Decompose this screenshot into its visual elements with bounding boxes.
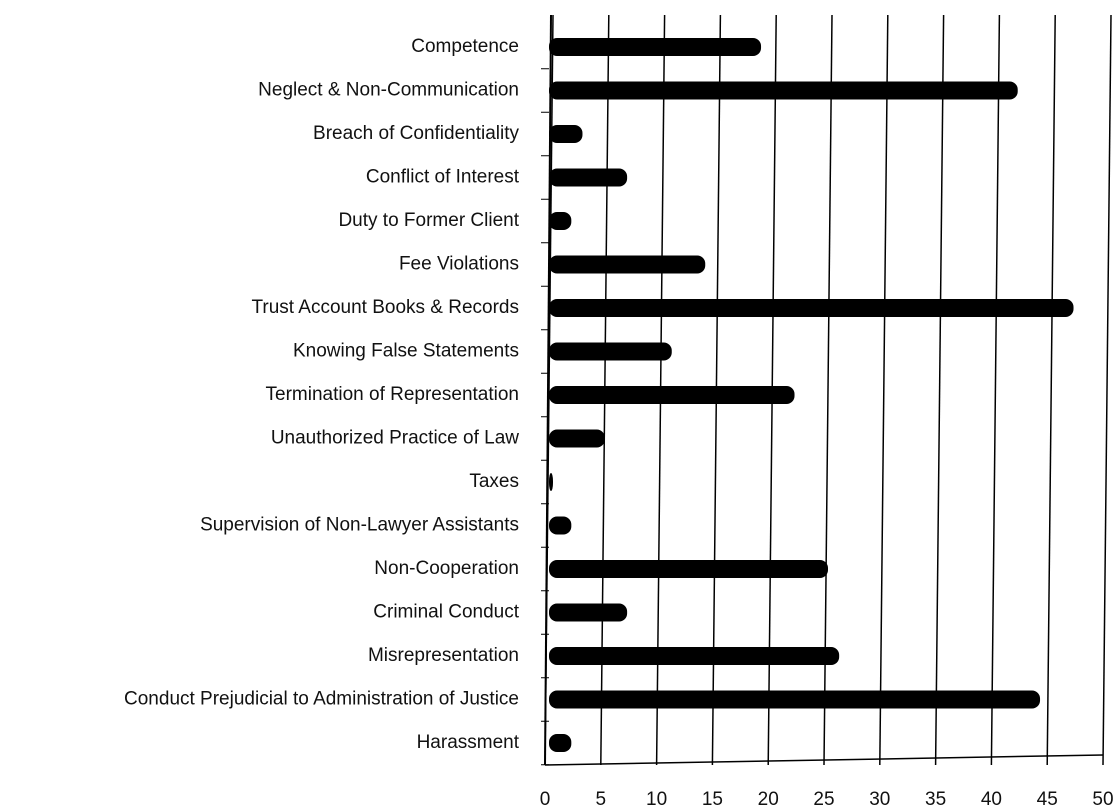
y-tick-label: Fee Violations [399, 254, 519, 275]
bar [549, 38, 762, 56]
y-tick-label: Breach of Confidentiality [313, 123, 519, 144]
bar [549, 473, 553, 491]
x-tick-label: 50 [1092, 789, 1113, 810]
x-tick-label: 5 [596, 789, 607, 810]
bar [549, 734, 572, 752]
bar [549, 125, 583, 143]
grid-line [1046, 14, 1056, 766]
grid-line [934, 14, 945, 766]
y-tick-label: Misrepresentation [368, 645, 519, 666]
bar [549, 516, 572, 535]
x-tick-label: 10 [646, 789, 667, 810]
y-tick-label: Conflict of Interest [366, 167, 520, 188]
x-tick-label: 30 [869, 789, 890, 810]
bar [549, 168, 628, 187]
grid-line [879, 14, 889, 766]
x-tick-label: 45 [1037, 789, 1058, 810]
bar [549, 690, 1041, 709]
y-tick-label: Competence [411, 36, 519, 57]
y-tick-label: Knowing False Statements [293, 341, 519, 362]
y-tick-label: Conduct Prejudicial to Administration of… [124, 689, 519, 710]
y-tick-label: Taxes [469, 471, 519, 492]
bar [549, 212, 572, 230]
bar [549, 647, 840, 665]
grid-line [1102, 14, 1112, 766]
bar [549, 255, 706, 274]
x-tick-label: 20 [758, 789, 779, 810]
y-tick-label: Criminal Conduct [373, 602, 519, 623]
x-tick-label: 25 [813, 789, 834, 810]
x-tick-label: 40 [981, 789, 1002, 810]
y-tick-label: Neglect & Non-Communication [258, 80, 519, 101]
bar [549, 429, 605, 448]
y-tick-label: Trust Account Books & Records [251, 297, 519, 318]
y-tick-label: Unauthorized Practice of Law [271, 428, 519, 449]
grid-line [990, 14, 1001, 766]
x-tick-label: 35 [925, 789, 946, 810]
y-tick-label: Non-Cooperation [374, 558, 519, 579]
y-tick-label: Supervision of Non-Lawyer Assistants [200, 515, 519, 536]
grid-line [823, 14, 833, 766]
bar [549, 560, 828, 578]
bar [549, 603, 628, 622]
bar [549, 386, 795, 404]
bar [549, 299, 1074, 317]
bar [549, 81, 1018, 100]
bar [549, 342, 672, 361]
y-tick-label: Duty to Former Client [338, 210, 519, 231]
y-tick-label: Harassment [417, 732, 520, 753]
x-tick-label: 0 [540, 789, 551, 810]
y-tick-label: Termination of Representation [266, 384, 519, 405]
x-tick-label: 15 [702, 789, 723, 810]
